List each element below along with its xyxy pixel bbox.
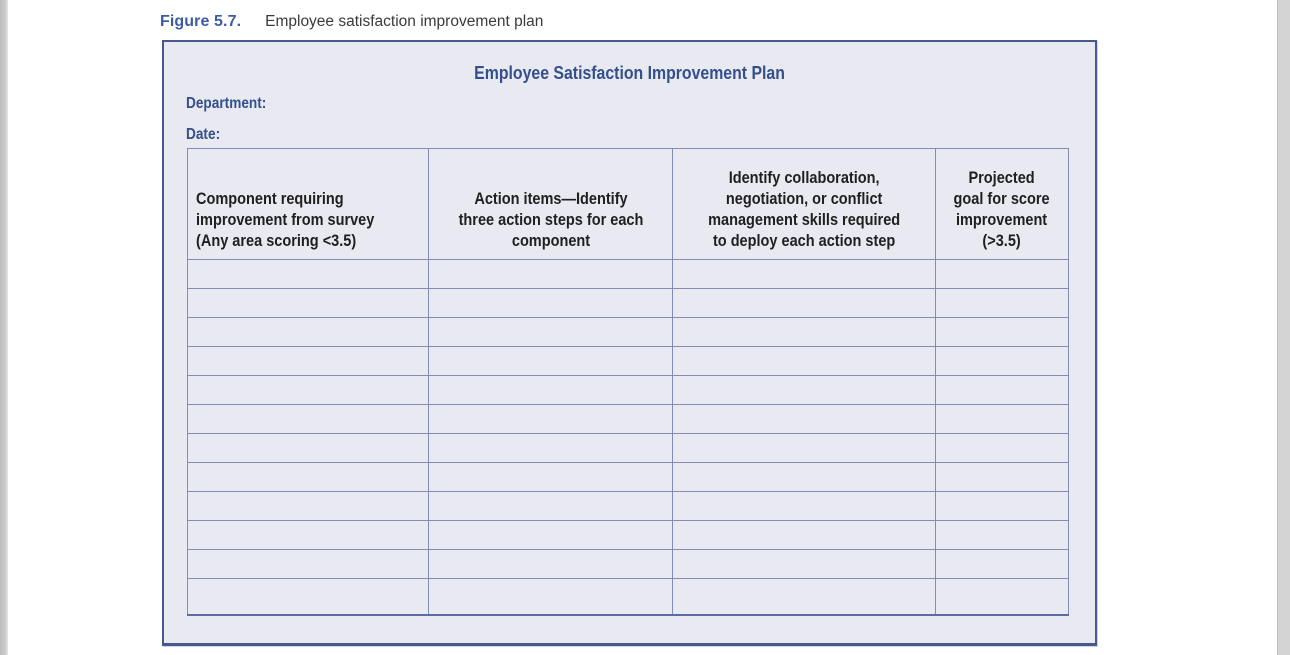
- empty-cell: [935, 491, 1069, 521]
- improvement-plan-form: Employee Satisfaction Improvement Plan D…: [162, 40, 1097, 646]
- empty-cell: [187, 462, 429, 492]
- improvement-plan-table: Component requiring improvement from sur…: [187, 148, 1069, 616]
- empty-cell: [428, 288, 673, 318]
- empty-cell: [187, 346, 429, 376]
- page-edge-left: [0, 0, 8, 655]
- figure-caption: Figure 5.7. Employee satisfaction improve…: [160, 12, 543, 32]
- empty-cell: [428, 491, 673, 521]
- empty-cell: [428, 346, 673, 376]
- empty-cell: [187, 404, 429, 434]
- table-row: [187, 288, 1069, 318]
- table-row: [187, 433, 1069, 463]
- empty-cell: [428, 433, 673, 463]
- empty-cell: [935, 462, 1069, 492]
- empty-cell: [428, 520, 673, 550]
- empty-cell: [187, 578, 429, 615]
- empty-cell: [187, 520, 429, 550]
- table-row: [187, 462, 1069, 492]
- empty-cell: [672, 433, 936, 463]
- table-row: [187, 259, 1069, 289]
- header-action-items-column: Action items—Identify three action steps…: [428, 148, 673, 260]
- empty-cell: [672, 549, 936, 579]
- empty-cell: [935, 259, 1069, 289]
- empty-cell: [672, 317, 936, 347]
- empty-cell: [935, 578, 1069, 615]
- empty-cell: [935, 549, 1069, 579]
- empty-cell: [672, 578, 936, 615]
- department-field-label: Department:: [186, 95, 267, 112]
- empty-cell: [672, 288, 936, 318]
- table-row: [187, 375, 1069, 405]
- empty-cell: [935, 433, 1069, 463]
- date-field-label: Date:: [186, 126, 221, 143]
- empty-cell: [672, 375, 936, 405]
- empty-cell: [428, 404, 673, 434]
- plan-table-body: [187, 259, 1069, 615]
- empty-cell: [187, 317, 429, 347]
- table-row: [187, 520, 1069, 550]
- table-row: [187, 491, 1069, 521]
- empty-cell: [428, 578, 673, 615]
- empty-cell: [935, 520, 1069, 550]
- empty-cell: [672, 259, 936, 289]
- empty-cell: [672, 491, 936, 521]
- empty-cell: [935, 317, 1069, 347]
- empty-cell: [935, 346, 1069, 376]
- table-row: [187, 578, 1069, 615]
- empty-cell: [187, 549, 429, 579]
- header-projected-goal-column: Projected goal for score improvement (>3…: [935, 148, 1069, 260]
- figure-number-label: Figure 5.7.: [160, 13, 242, 30]
- empty-cell: [187, 259, 429, 289]
- table-row: [187, 404, 1069, 434]
- form-title: Employee Satisfaction Improvement Plan: [474, 63, 785, 83]
- empty-cell: [428, 317, 673, 347]
- empty-cell: [935, 375, 1069, 405]
- empty-cell: [935, 288, 1069, 318]
- empty-cell: [428, 375, 673, 405]
- table-row: [187, 317, 1069, 347]
- empty-cell: [187, 491, 429, 521]
- page-edge-right: [1277, 0, 1290, 655]
- empty-cell: [672, 462, 936, 492]
- empty-cell: [187, 375, 429, 405]
- empty-cell: [672, 404, 936, 434]
- empty-cell: [187, 433, 429, 463]
- empty-cell: [187, 288, 429, 318]
- figure-caption-text: Employee satisfaction improvement plan: [265, 13, 544, 30]
- table-header-row: Component requiring improvement from sur…: [187, 148, 1069, 260]
- empty-cell: [428, 462, 673, 492]
- empty-cell: [672, 346, 936, 376]
- table-row: [187, 549, 1069, 579]
- empty-cell: [672, 520, 936, 550]
- empty-cell: [428, 549, 673, 579]
- table-row: [187, 346, 1069, 376]
- empty-cell: [935, 404, 1069, 434]
- header-skills-column: Identify collaboration, negotiation, or …: [672, 148, 936, 260]
- empty-cell: [428, 259, 673, 289]
- header-component-column: Component requiring improvement from sur…: [187, 148, 429, 260]
